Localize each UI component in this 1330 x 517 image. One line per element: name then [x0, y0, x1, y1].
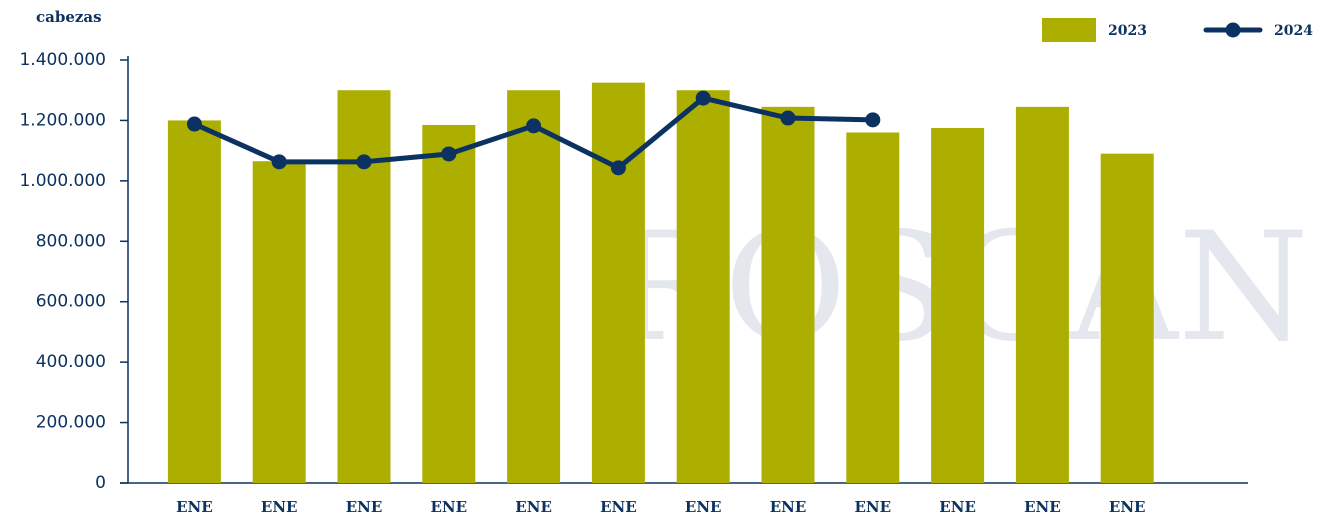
- x-tick-label: ENE: [176, 498, 213, 516]
- legend-label: 2024: [1274, 23, 1313, 39]
- bar: [1015, 106, 1069, 483]
- y-tick-label: 200.000: [36, 413, 106, 433]
- legend-label: 2023: [1108, 23, 1147, 39]
- line-point: [695, 90, 711, 106]
- line-point: [780, 110, 796, 126]
- line-point: [610, 160, 626, 176]
- y-tick-label: 800.000: [36, 231, 106, 251]
- bar: [931, 127, 985, 483]
- x-tick-label: ENE: [939, 498, 976, 516]
- line-point: [441, 146, 457, 162]
- y-axis-label: cabezas: [36, 8, 102, 26]
- legend-swatch: [1225, 22, 1241, 38]
- x-tick-label: ENE: [261, 498, 298, 516]
- bar: [761, 106, 815, 483]
- line-point: [271, 154, 287, 170]
- bar: [591, 82, 645, 484]
- x-tick-label: ENE: [770, 498, 807, 516]
- x-tick-label: ENE: [1024, 498, 1061, 516]
- bar: [167, 120, 221, 483]
- line-point: [186, 116, 202, 132]
- y-tick-label: 0: [95, 473, 106, 493]
- bar: [846, 132, 900, 483]
- y-tick-label: 400.000: [36, 352, 106, 372]
- line-point: [356, 154, 372, 170]
- bar: [507, 90, 561, 483]
- line-point: [865, 112, 881, 128]
- y-tick-label: 1.200.000: [19, 110, 106, 130]
- bar: [337, 90, 391, 483]
- x-tick-label: ENE: [600, 498, 637, 516]
- bar: [676, 90, 730, 483]
- x-tick-label: ENE: [1109, 498, 1146, 516]
- x-tick-label: ENE: [515, 498, 552, 516]
- y-tick-label: 600.000: [36, 292, 106, 312]
- bar: [252, 161, 306, 484]
- bar: [422, 124, 476, 483]
- y-tick-label: 1.400.000: [19, 50, 106, 70]
- line-point: [526, 118, 542, 134]
- x-tick-label: ENE: [431, 498, 468, 516]
- x-tick-label: ENE: [685, 498, 722, 516]
- legend-swatch: [1042, 18, 1096, 42]
- y-tick-label: 1.000.000: [19, 171, 106, 191]
- bar: [1100, 153, 1154, 483]
- x-tick-label: ENE: [855, 498, 892, 516]
- x-tick-label: ENE: [346, 498, 383, 516]
